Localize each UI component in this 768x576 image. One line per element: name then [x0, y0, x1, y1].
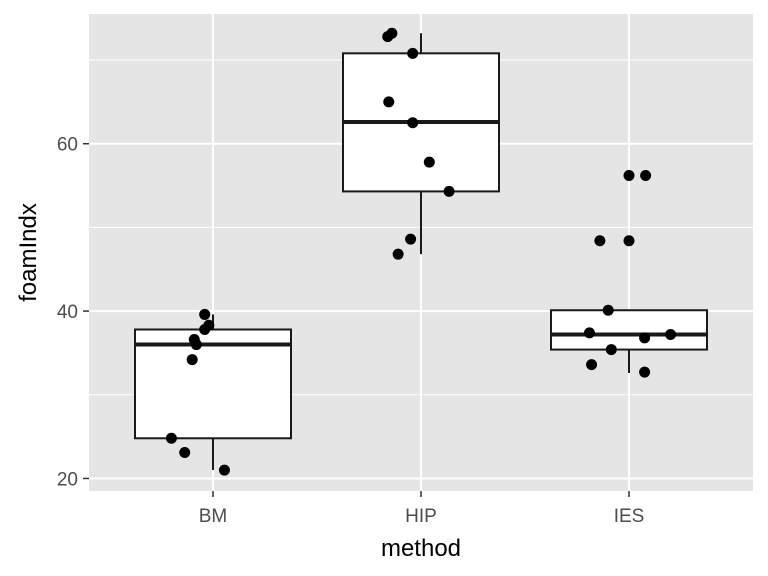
data-point: [594, 235, 606, 247]
y-axis: 20 40 60: [57, 135, 89, 490]
data-point: [605, 344, 617, 356]
data-point: [386, 27, 398, 39]
boxplot-ies: [550, 309, 708, 374]
data-point: [407, 117, 419, 129]
box: [550, 309, 708, 351]
data-point: [639, 366, 651, 378]
data-point: [392, 248, 404, 260]
data-point: [165, 432, 177, 444]
data-point: [423, 156, 435, 168]
data-point: [586, 359, 598, 371]
boxplots: [134, 33, 708, 471]
data-point: [583, 327, 595, 339]
data-point: [602, 304, 614, 316]
y-tick-label: 40: [57, 302, 78, 323]
y-tick-label: 60: [57, 135, 78, 156]
data-point: [203, 319, 215, 331]
data-point: [186, 354, 198, 366]
data-point: [405, 233, 417, 245]
data-point: [639, 332, 651, 344]
x-tick-label: IES: [614, 506, 645, 527]
x-tick-label: BM: [199, 506, 228, 527]
data-points: [165, 27, 677, 476]
data-point: [443, 185, 455, 197]
data-point: [623, 170, 635, 182]
data-point: [179, 447, 191, 459]
boxplot-bm: [134, 314, 292, 471]
x-tick-label: HIP: [405, 506, 437, 527]
y-axis-title: foamIndx: [15, 203, 42, 302]
data-point: [623, 235, 635, 247]
y-tick-label: 20: [57, 469, 78, 490]
x-axis-title: method: [381, 535, 461, 562]
data-point: [640, 170, 652, 182]
data-point: [218, 464, 230, 476]
box: [134, 328, 292, 440]
data-point: [407, 47, 419, 59]
data-point: [665, 329, 677, 341]
data-point: [190, 339, 202, 351]
data-point: [383, 96, 395, 108]
boxplot-hip: [342, 33, 500, 255]
data-point: [199, 308, 211, 320]
x-axis: BM HIP IES: [199, 491, 645, 527]
